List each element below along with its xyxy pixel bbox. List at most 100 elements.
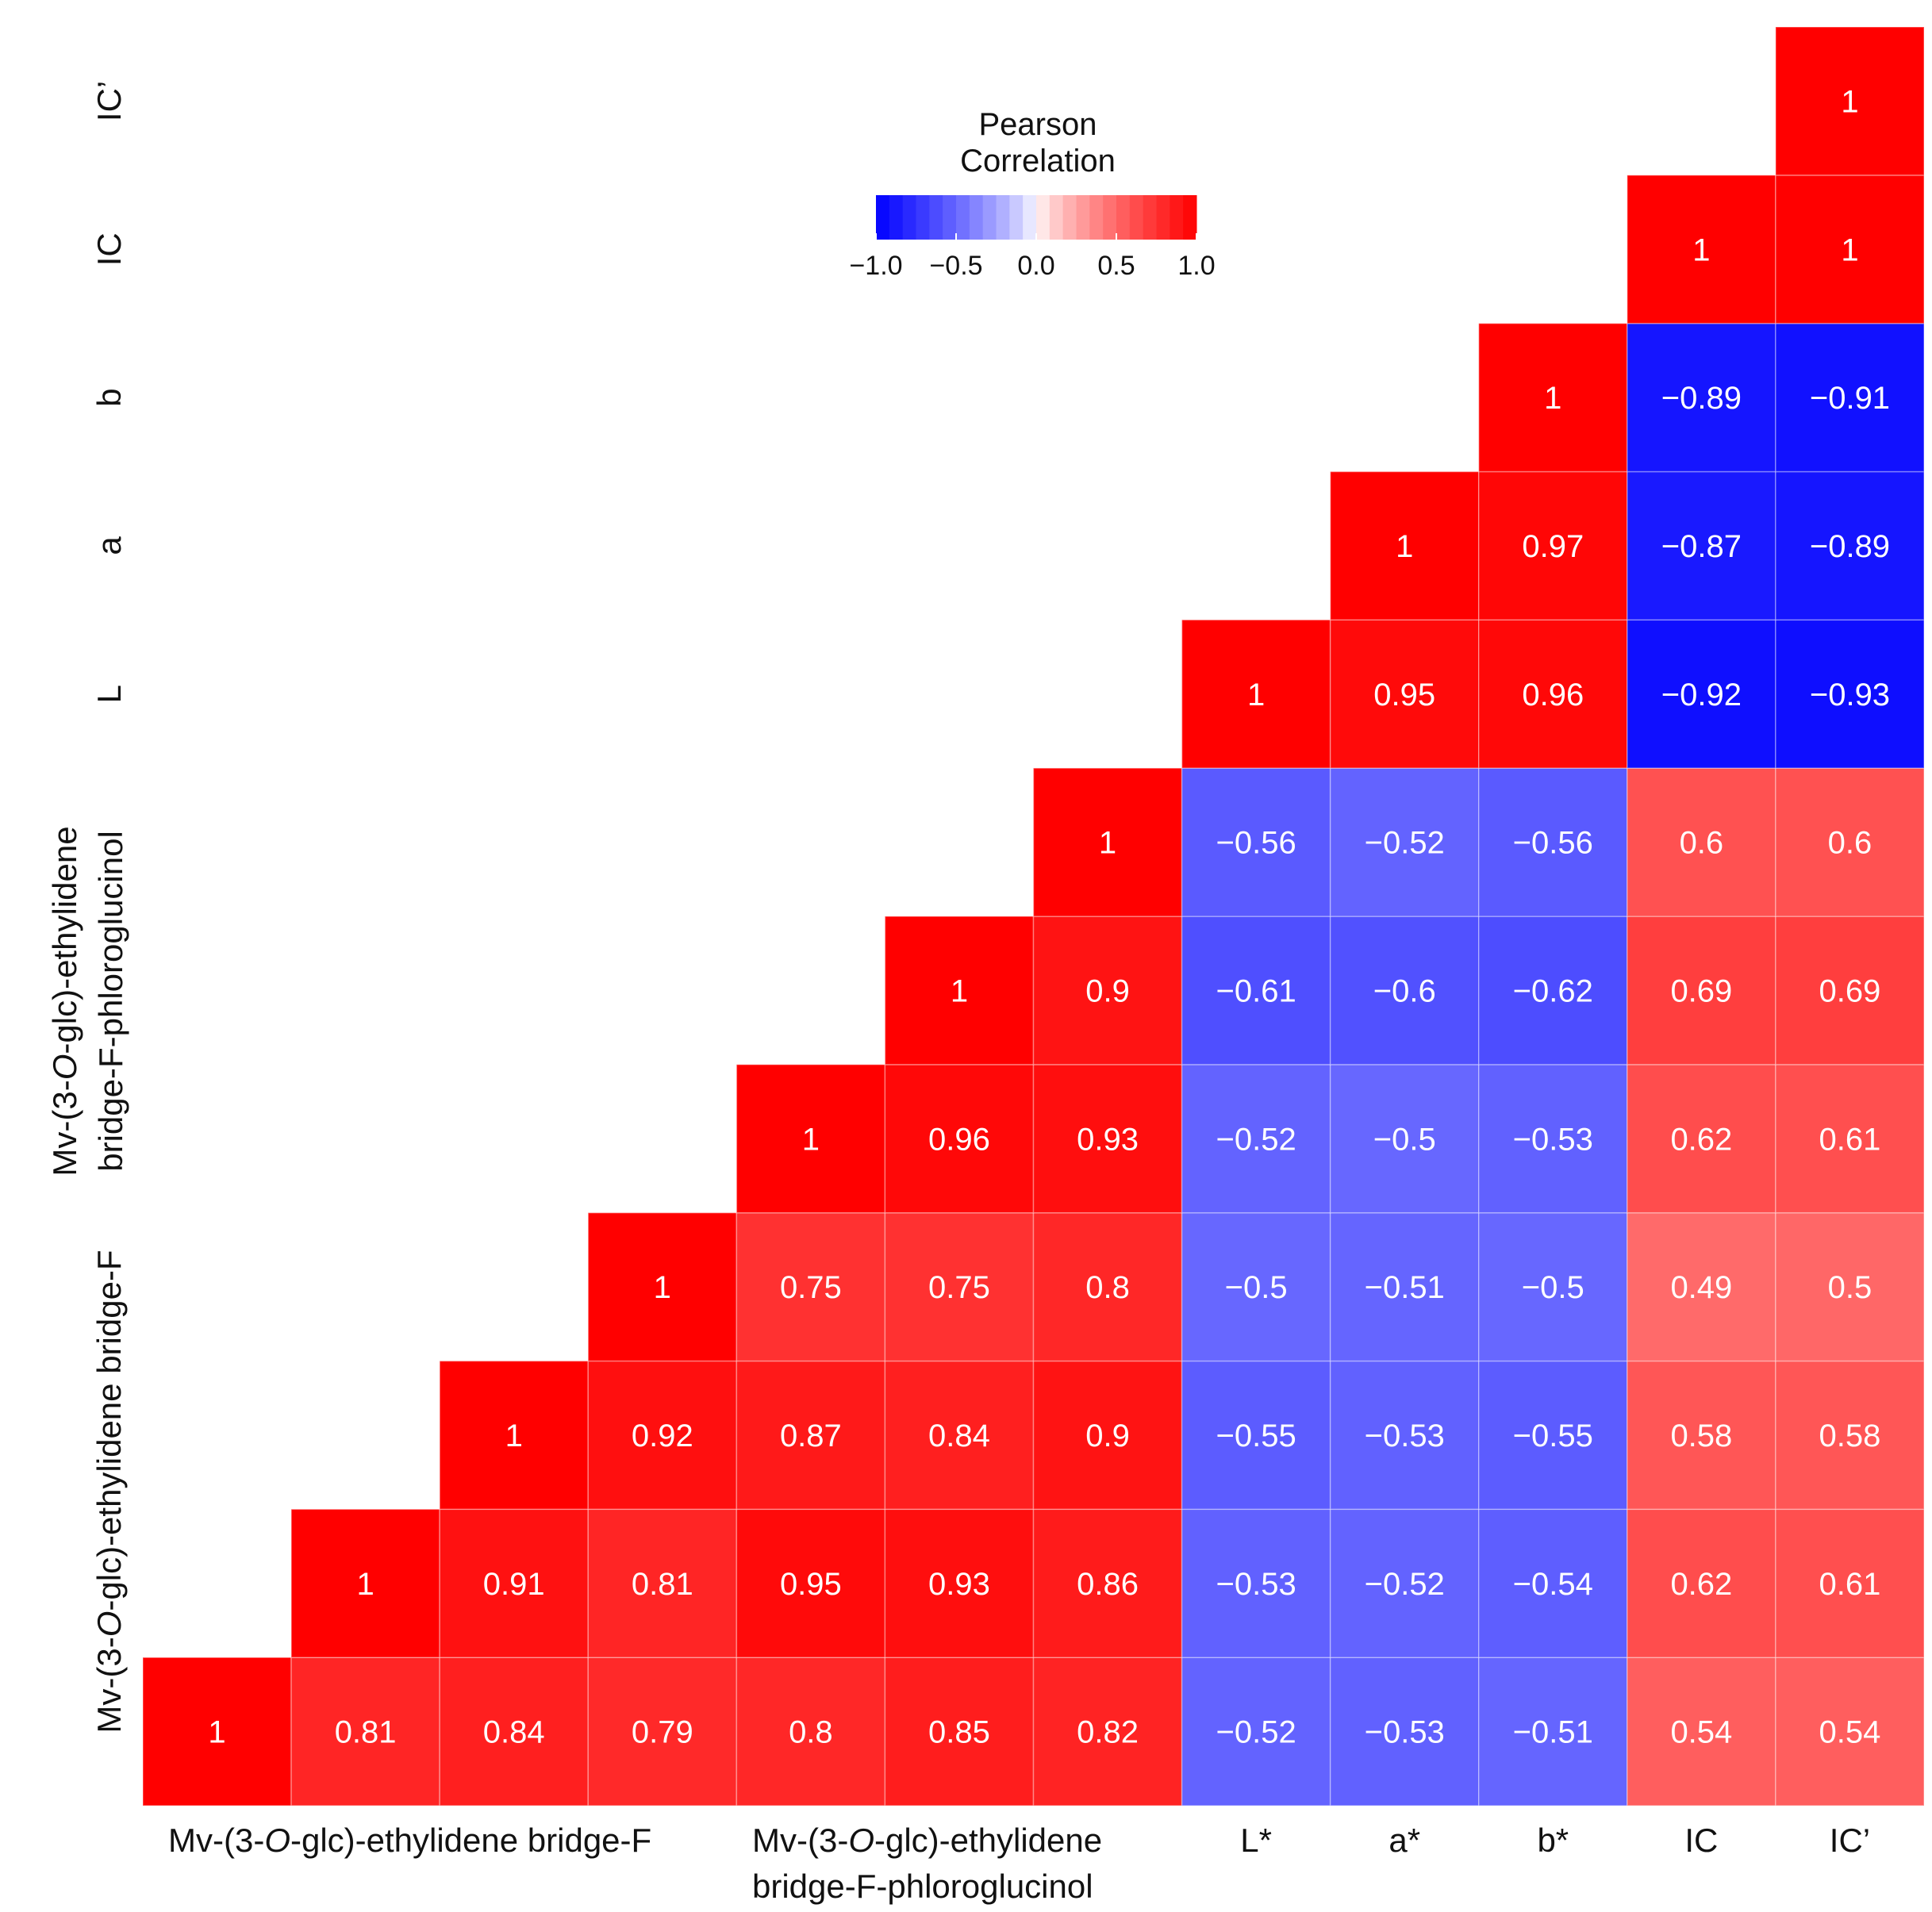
x-tick-label-line2: bridge-F-phloroglucinol xyxy=(752,1868,1093,1905)
heatmap-cell xyxy=(290,1508,440,1658)
cell-value-label: 1 xyxy=(208,1715,225,1750)
cell-value-label: 0.84 xyxy=(483,1715,545,1750)
y-axis-labels: Mv-(3-O-glc)-ethylidene bridge-F Mv-(3-O-… xyxy=(46,81,129,1733)
heatmap-cell xyxy=(1181,916,1331,1065)
cell-value-label: 0.62 xyxy=(1670,1122,1732,1157)
x-tick-label: Mv-(3-O-glc)-ethylidene bridge-F xyxy=(168,1822,651,1859)
heatmap-cell xyxy=(1627,322,1776,473)
cell-value-label: 0.82 xyxy=(1077,1715,1139,1750)
heatmap-cell xyxy=(1032,1211,1183,1362)
heatmap-cell xyxy=(587,1211,738,1362)
heatmap-cell xyxy=(1775,619,1925,769)
cell-value-label: 0.95 xyxy=(1373,678,1435,712)
x-tick-label: IC’ xyxy=(1830,1822,1870,1859)
cell-value-label: 0.93 xyxy=(928,1567,990,1602)
heatmap-cell xyxy=(1627,1657,1776,1806)
cell-value-label: −0.61 xyxy=(1216,973,1296,1008)
heatmap-cell xyxy=(1478,619,1628,769)
y-tick-label: Mv-(3-O-glc)-ethylidene bridge-F xyxy=(90,1250,128,1733)
cell-value-label: 1 xyxy=(1247,678,1265,712)
heatmap-cell xyxy=(290,1657,440,1806)
heatmap-cell xyxy=(1627,175,1776,324)
cell-value-label: 0.8 xyxy=(1085,1270,1130,1305)
legend-color-step xyxy=(1116,195,1131,240)
heatmap-cell xyxy=(1627,1360,1776,1511)
heatmap-cell xyxy=(1329,767,1480,917)
heatmap-cell xyxy=(1478,767,1628,917)
heatmap-cell xyxy=(1181,1211,1331,1362)
heatmap-cell xyxy=(884,1657,1035,1806)
cell-value-label: 0.95 xyxy=(780,1567,842,1602)
heatmap-cell xyxy=(587,1657,738,1806)
cell-value-label: 0.93 xyxy=(1077,1122,1139,1157)
cell-value-label: 0.54 xyxy=(1819,1715,1881,1750)
heatmap-cell xyxy=(1181,619,1331,769)
heatmap-cell xyxy=(1627,619,1776,769)
cell-value-label: 0.8 xyxy=(789,1715,833,1750)
heatmap-cell xyxy=(884,1211,1035,1362)
legend-color-step xyxy=(1049,195,1064,240)
heatmap-cell xyxy=(1329,1657,1480,1806)
heatmap-cell xyxy=(1775,767,1925,917)
cell-value-label: −0.89 xyxy=(1661,381,1742,416)
legend-tick-label: −0.5 xyxy=(929,251,982,281)
cell-value-label: 0.79 xyxy=(632,1715,693,1750)
legend-color-step xyxy=(969,195,984,240)
y-tick-label: IC’ xyxy=(90,81,128,121)
legend-title-line1: Pearson xyxy=(979,107,1097,142)
heatmap-cell xyxy=(1032,1657,1183,1806)
cell-value-label: −0.56 xyxy=(1216,826,1296,861)
cell-value-label: −0.93 xyxy=(1810,678,1890,712)
y-tick-label: IC xyxy=(90,232,128,266)
heatmap-cell xyxy=(587,1508,738,1658)
cell-value-label: 1 xyxy=(357,1567,374,1602)
cell-value-label: −0.53 xyxy=(1365,1715,1445,1750)
cell-value-label: −0.51 xyxy=(1513,1715,1593,1750)
y-tick-label: Mv-(3-O-glc)-ethylidene xyxy=(46,826,83,1176)
cell-value-label: −0.52 xyxy=(1216,1122,1296,1157)
cell-value-label: 1 xyxy=(802,1122,820,1157)
cell-value-label: 1 xyxy=(951,973,968,1008)
cell-value-label: 1 xyxy=(1692,232,1710,267)
cell-value-label: −0.53 xyxy=(1365,1419,1445,1453)
legend-color-step xyxy=(902,195,916,240)
heatmap-cell xyxy=(1478,1211,1628,1362)
cell-value-label: 0.58 xyxy=(1670,1419,1732,1453)
legend-color-step xyxy=(1143,195,1157,240)
y-tick-label-line2: bridge-F-phloroglucinol xyxy=(92,831,129,1172)
cell-value-label: 0.69 xyxy=(1819,973,1881,1008)
cell-value-label: −0.91 xyxy=(1810,381,1890,416)
heatmap-cell xyxy=(1181,1657,1331,1806)
x-tick-label: a* xyxy=(1389,1822,1420,1859)
cell-value-label: 1 xyxy=(505,1419,523,1453)
legend-tick-label: 0.5 xyxy=(1097,251,1135,281)
heatmap-cell xyxy=(1478,1657,1628,1806)
heatmap-cell xyxy=(1627,470,1776,621)
cell-value-label: −0.5 xyxy=(1522,1270,1584,1305)
cell-value-label: 0.62 xyxy=(1670,1567,1732,1602)
cell-value-label: 0.91 xyxy=(483,1567,545,1602)
heatmap-cell xyxy=(1627,1211,1776,1362)
heatmap-cell xyxy=(1329,916,1480,1065)
cell-value-label: −0.53 xyxy=(1216,1567,1296,1602)
heatmap-cell xyxy=(884,1360,1035,1511)
heatmap-cell xyxy=(1032,767,1183,917)
cell-value-label: 0.49 xyxy=(1670,1270,1732,1305)
cell-value-label: 0.5 xyxy=(1828,1270,1872,1305)
y-tick-label: a xyxy=(90,536,128,555)
heatmap-cells: 1 0.81 0.84 0.79 0.8 0.85 0.82 −0.52 −0.53 −0.51 0… xyxy=(142,26,1925,1806)
heatmap-cell xyxy=(1032,1508,1183,1658)
x-tick-label: b* xyxy=(1537,1822,1569,1859)
cell-value-label: 0.6 xyxy=(1680,826,1724,861)
cell-value-label: 1 xyxy=(1544,381,1561,416)
y-tick-label: b xyxy=(90,388,128,406)
legend-color-step xyxy=(1183,195,1197,240)
cell-value-label: −0.52 xyxy=(1365,826,1445,861)
cell-value-label: −0.62 xyxy=(1513,973,1593,1008)
heatmap-cell xyxy=(736,1211,886,1362)
heatmap-cell xyxy=(1032,1064,1183,1214)
heatmap-cell xyxy=(884,1508,1035,1658)
heatmap-cell xyxy=(1775,1064,1925,1214)
legend-color-step xyxy=(1089,195,1104,240)
